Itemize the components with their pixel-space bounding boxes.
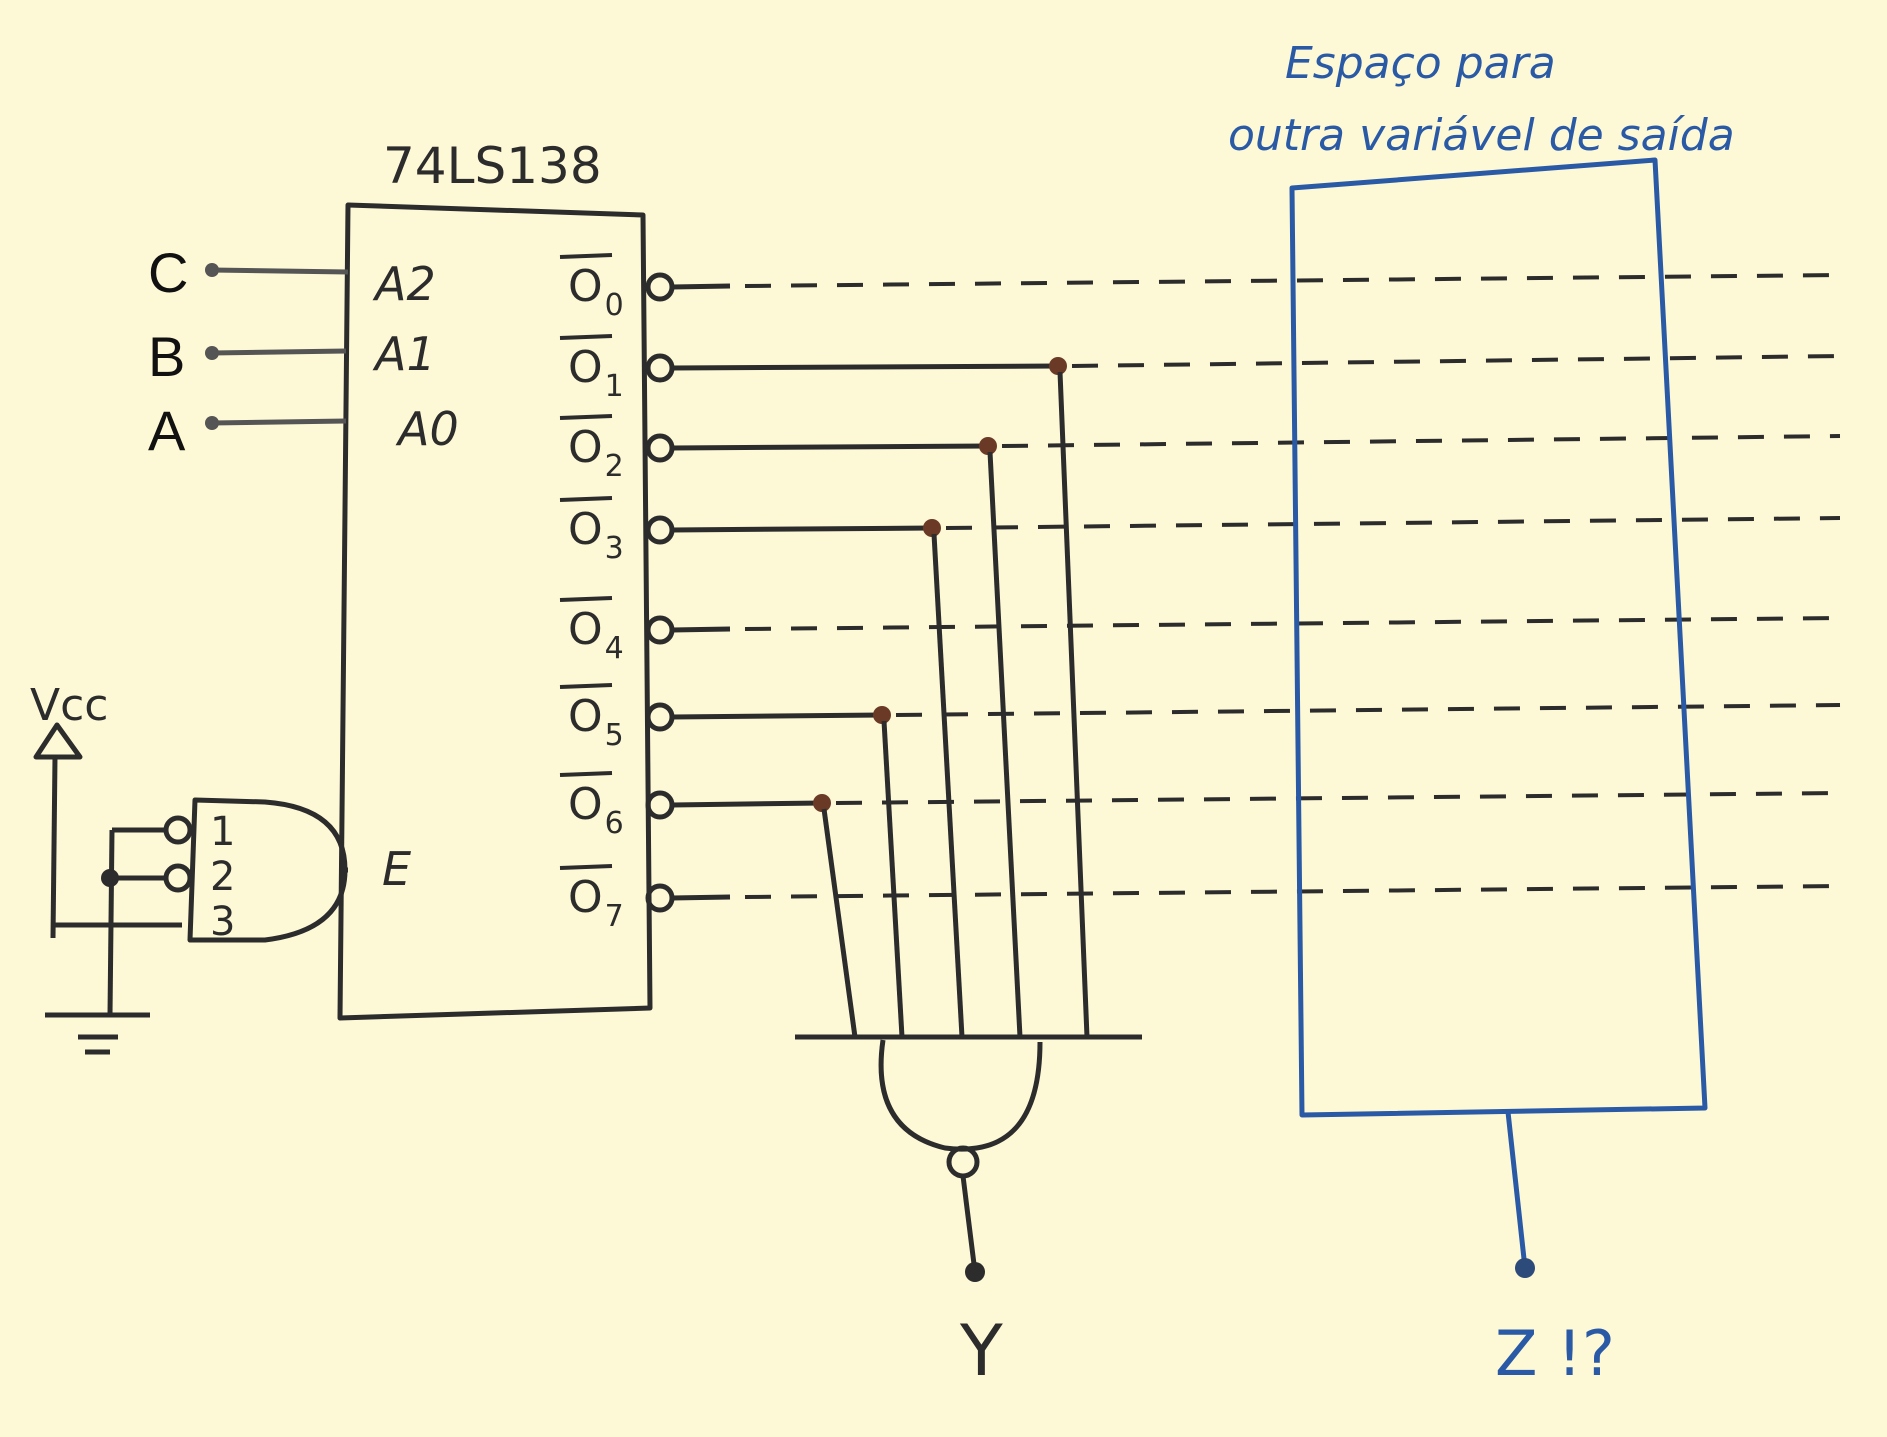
chip-name: 74LS138 [383,137,602,195]
chip-output-label-7: O7 [568,872,624,934]
gnd-vertical [107,829,115,1016]
gate-pin-3: 3 [210,899,235,945]
dashed-line-2 [1001,434,1841,448]
chip-output-label-1: O1 [568,342,624,404]
output-wire-1 [671,363,1059,371]
output-z-label: Z !? [1495,1317,1615,1390]
tap-junction-5 [873,706,891,724]
wire-c [211,267,349,275]
z-terminal [1515,1258,1535,1278]
output-overline-0 [559,253,613,259]
tap-junction-2 [979,437,997,455]
chip-output-labels: O0 O1 O2 O3 O4 O5 O6 O7 [559,253,624,934]
output-invert-bubble-0 [645,272,675,302]
tap-drop-1 [1057,371,1090,1038]
gate-pin2-invert-bubble [163,863,193,893]
tap-junction-6 [813,794,831,812]
vcc-arrow-icon [33,722,83,760]
chip-enable-label: E [382,842,411,896]
gate-pin-2: 2 [210,854,235,900]
vcc-rail [50,756,58,939]
output-wire-6 [671,800,823,808]
output-wire-0 [671,283,731,290]
chip-outputs [645,272,1841,1038]
chip-input-a2: A2 [372,257,436,311]
gate-pin-1: 1 [210,809,235,855]
output-invert-bubble-6 [645,790,675,820]
output-wire-4 [671,626,731,633]
output-overline-5 [559,683,613,689]
z-wire [1505,1111,1528,1269]
chip-output-label-2: O2 [568,422,624,484]
output-wire-3 [671,525,933,533]
output-wire-7 [671,894,731,901]
gnd-junction [101,869,119,887]
nand-invert-bubble [946,1145,980,1179]
output-overline-1 [559,334,613,340]
chip-output-label-3: O3 [568,504,624,566]
box-outline [1289,157,1708,1118]
output-invert-bubble-7 [645,883,675,913]
nand-gate-body [878,1039,1043,1152]
decoder-chip: 74LS138 A2 A1 A0 E O0 O1 O2 O3 O4 O5 O6 O7 [337,137,653,1021]
output-wire-5 [671,712,883,720]
tap-drop-2 [987,451,1023,1038]
wire-b [211,348,347,356]
tap-junction-1 [1049,357,1067,375]
box-caption-line1: Espaço para [1285,38,1556,89]
chip-output-label-0: O0 [568,261,624,323]
output-overline-6 [559,771,613,777]
and-gate-body [187,797,348,943]
tap-drop-5 [881,720,905,1038]
output-overline-2 [559,414,613,420]
output-overline-4 [559,596,613,602]
box-caption-line2: outra variável de saída [1228,110,1735,161]
chip-body [337,202,653,1021]
output-y-label: Y [959,1310,1003,1392]
chip-input-a1: A1 [372,327,436,381]
chip-output-label-4: O4 [568,604,624,666]
wire-a [211,418,347,426]
output-invert-bubble-2 [645,433,675,463]
tap-junction-3 [923,519,941,537]
output-wire-2 [671,443,989,451]
chip-output-label-6: O6 [568,779,624,841]
enable-circuit: Vcc 1 2 3 [30,680,348,1055]
output-invert-bubble-1 [645,353,675,383]
tap-drop-6 [821,808,858,1038]
gate-pin1-invert-bubble [163,815,193,845]
dashed-line-7 [744,884,1841,899]
output-overline-7 [559,864,613,870]
y-terminal [965,1262,985,1282]
input-label-c: C [148,241,188,304]
output-nand-gate: Y [795,1034,1142,1392]
input-label-a: A [148,399,186,462]
dashed-line-4 [744,616,1841,631]
output-overline-3 [559,496,613,502]
chip-output-label-5: O5 [568,691,624,753]
dashed-line-1 [1071,354,1841,368]
input-wires: C B A [148,241,349,462]
y-wire [960,1175,978,1273]
output-invert-bubble-3 [645,515,675,545]
input-label-b: B [148,325,185,388]
chip-input-a0: A0 [395,402,459,456]
dashed-line-5 [895,703,1841,717]
output-invert-bubble-5 [645,702,675,732]
future-output-box: Espaço para outra variável de saída Z !? [1228,38,1735,1390]
vcc-label: Vcc [30,680,108,731]
dashed-line-6 [835,791,1841,805]
dashed-line-3 [945,516,1841,530]
tap-drop-3 [931,533,965,1038]
output-invert-bubble-4 [645,615,675,645]
